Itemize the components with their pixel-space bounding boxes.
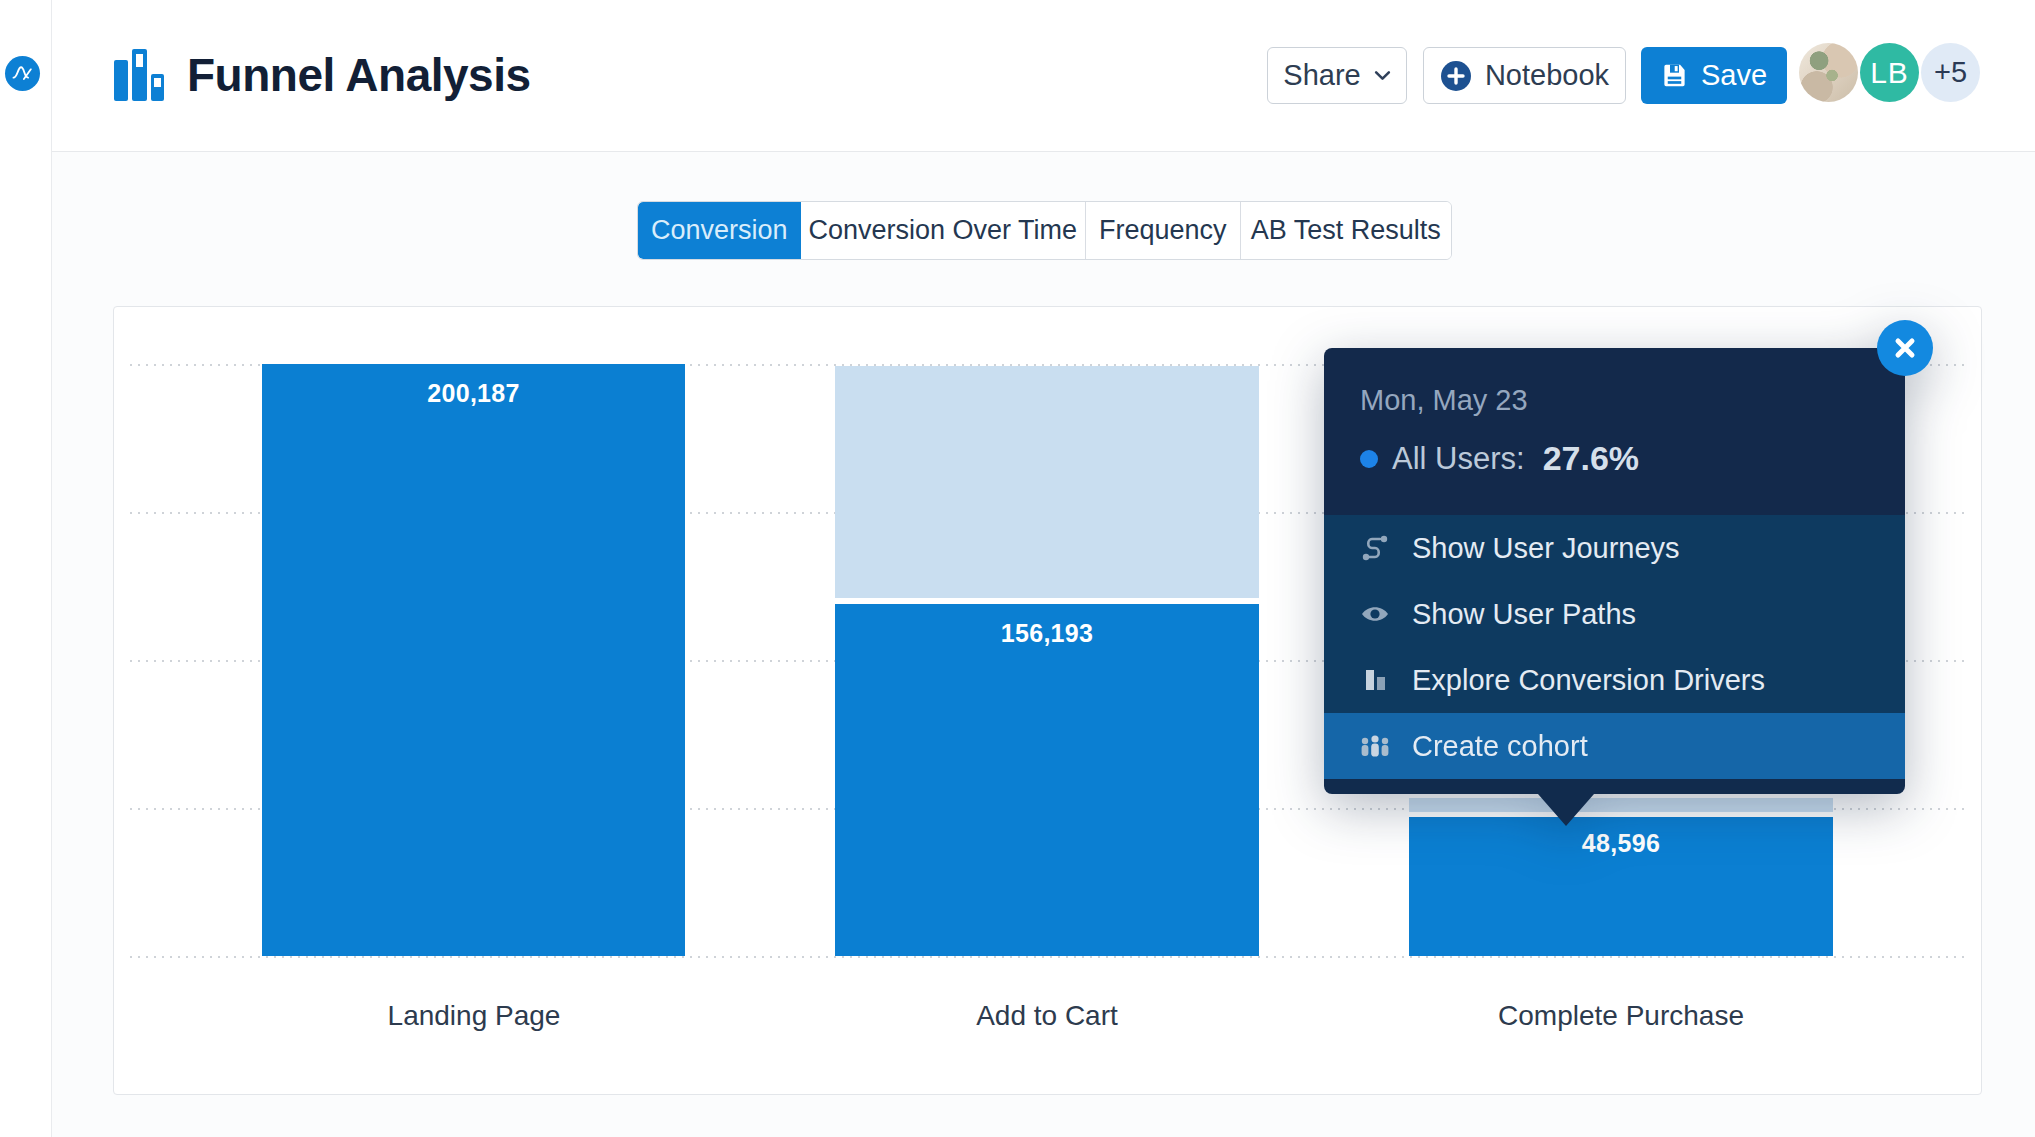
- x-axis-label-landing-page: Landing Page: [262, 1000, 686, 1032]
- menu-item-create-cohort[interactable]: Create cohort: [1324, 713, 1905, 779]
- tab-conversion-over-time-label: Conversion Over Time: [808, 215, 1077, 246]
- gridline-baseline: [130, 956, 1965, 958]
- menu-item-label: Explore Conversion Drivers: [1412, 664, 1765, 697]
- notebook-button[interactable]: Notebook: [1423, 47, 1626, 104]
- avatar-overflow-badge[interactable]: +5: [1921, 43, 1980, 102]
- close-tooltip-button[interactable]: [1877, 320, 1933, 376]
- paths-eye-icon: [1358, 599, 1392, 629]
- tooltip-series-label: All Users:: [1392, 441, 1525, 477]
- user-avatar-initials[interactable]: LB: [1860, 43, 1919, 102]
- menu-item-show-user-paths[interactable]: Show User Paths: [1324, 581, 1905, 647]
- funnel-bar-add-to-cart[interactable]: 156,193: [835, 604, 1259, 956]
- series-color-dot: [1360, 450, 1378, 468]
- user-avatar-photo[interactable]: [1799, 43, 1858, 102]
- x-axis-label-add-to-cart: Add to Cart: [835, 1000, 1259, 1032]
- bar-value-label: 200,187: [262, 364, 685, 408]
- amplitude-wave-icon: [10, 61, 35, 86]
- datapoint-tooltip: Mon, May 23 All Users: 27.6% Show User J…: [1324, 348, 1905, 794]
- page-title: Funnel Analysis: [187, 48, 531, 102]
- close-icon: [1892, 335, 1918, 361]
- tooltip-menu: Show User Journeys Show User Paths Explo…: [1324, 515, 1905, 779]
- chart-view-tabs: Conversion Conversion Over Time Frequenc…: [637, 201, 1452, 260]
- tab-frequency[interactable]: Frequency: [1085, 202, 1240, 259]
- tab-conversion-over-time[interactable]: Conversion Over Time: [801, 202, 1085, 259]
- tab-ab-test-results-label: AB Test Results: [1251, 215, 1441, 246]
- bar-value-label: 156,193: [835, 604, 1259, 648]
- tooltip-legend-row: All Users: 27.6%: [1360, 439, 1905, 478]
- tab-ab-test-results[interactable]: AB Test Results: [1240, 202, 1451, 259]
- funnel-bar-landing-page[interactable]: 200,187: [262, 364, 685, 956]
- save-button[interactable]: Save: [1641, 47, 1787, 104]
- menu-item-label: Show User Paths: [1412, 598, 1636, 631]
- tab-frequency-label: Frequency: [1099, 215, 1227, 246]
- funnel-bar-complete-purchase[interactable]: 48,596: [1409, 817, 1833, 956]
- avatar-initials-label: LB: [1870, 56, 1909, 90]
- x-axis-label-complete-purchase: Complete Purchase: [1409, 1000, 1833, 1032]
- share-button-label: Share: [1283, 59, 1360, 92]
- save-floppy-icon: [1661, 62, 1688, 89]
- avatar-overflow-label: +5: [1934, 56, 1967, 89]
- tooltip-conversion-value: 27.6%: [1543, 439, 1639, 478]
- app-header: Funnel Analysis Share Notebook Save LB +…: [52, 0, 2035, 152]
- left-rail: [0, 0, 52, 1137]
- tab-conversion-label: Conversion: [651, 215, 788, 246]
- journeys-icon: [1358, 533, 1392, 563]
- plus-circle-icon: [1440, 60, 1472, 92]
- menu-item-label: Create cohort: [1412, 730, 1588, 763]
- menu-item-label: Show User Journeys: [1412, 532, 1680, 565]
- funnel-chart-icon: [113, 49, 165, 101]
- tooltip-date: Mon, May 23: [1360, 384, 1905, 417]
- notebook-button-label: Notebook: [1485, 59, 1609, 92]
- amplitude-logo-icon[interactable]: [5, 56, 40, 91]
- cohort-people-icon: [1358, 731, 1392, 761]
- tab-conversion[interactable]: Conversion: [638, 202, 801, 259]
- tooltip-footer: [1324, 779, 1905, 794]
- chevron-down-icon: [1374, 70, 1391, 81]
- menu-item-explore-conversion-drivers[interactable]: Explore Conversion Drivers: [1324, 647, 1905, 713]
- bar-value-label: 48,596: [1409, 817, 1833, 858]
- funnel-dropoff-complete-purchase[interactable]: [1409, 798, 1833, 812]
- menu-item-show-user-journeys[interactable]: Show User Journeys: [1324, 515, 1905, 581]
- funnel-dropoff-add-to-cart[interactable]: [835, 366, 1259, 598]
- share-button[interactable]: Share: [1267, 47, 1407, 104]
- save-button-label: Save: [1701, 59, 1767, 92]
- tooltip-header: Mon, May 23 All Users: 27.6%: [1324, 348, 1905, 515]
- title-wrap: Funnel Analysis: [113, 48, 531, 102]
- drivers-bars-icon: [1358, 665, 1392, 695]
- tooltip-caret: [1538, 794, 1594, 826]
